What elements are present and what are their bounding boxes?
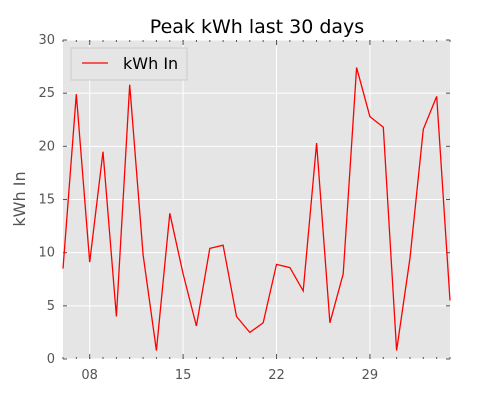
x-tick-label: 29 [362,368,379,383]
y-tick-label: 25 [38,86,55,101]
y-tick-label: 15 [38,193,55,208]
y-axis-label: kWh In [10,171,29,226]
series-line-kwh-in [62,67,451,351]
chart-title: Peak kWh last 30 days [150,16,364,38]
axis-ticks [62,39,451,360]
y-tick-label: 10 [38,246,55,261]
x-tick-label: 22 [268,368,285,383]
y-tick-label: 30 [38,33,55,48]
y-tick-label: 0 [47,352,55,367]
tick-labels: 0 5 10 15 20 25 30 08 15 22 29 [38,33,378,383]
legend: kWh In [70,47,188,81]
x-tick-label: 08 [81,368,98,383]
y-tick-label: 5 [47,299,55,314]
x-tick-label: 15 [175,368,192,383]
legend-entry-kwh-in: kWh In [123,54,178,73]
legend-box [70,47,188,81]
y-tick-label: 20 [38,139,55,154]
gridlines [63,39,450,360]
